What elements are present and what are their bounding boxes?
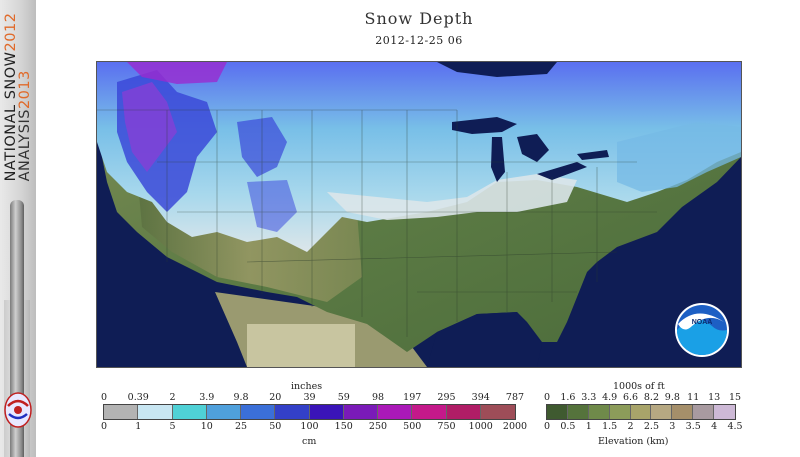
elev-swatch [651, 405, 673, 419]
elev-top-label: 9.8 [664, 392, 680, 403]
elev-bottom-label: 0.5 [560, 421, 576, 432]
elev-top-label: 13 [708, 392, 721, 403]
snow-bottom-label: 25 [234, 421, 248, 432]
snow-top-label: 39 [303, 392, 316, 403]
snow-top-label: 98 [371, 392, 385, 403]
noaa-logo-text: NOAA [692, 319, 713, 326]
snow-swatch [138, 405, 173, 419]
elev-top-label: 8.2 [643, 392, 659, 403]
chart-title: Snow Depth [364, 9, 474, 28]
elev-bottom-label: 2.5 [643, 421, 659, 432]
light-snow-patch [327, 174, 577, 220]
elev-bottom-label: 4 [711, 421, 718, 432]
snow-top-label: 0 [100, 392, 108, 403]
snow-top-label: 394 [471, 392, 490, 403]
snow-swatch [309, 405, 344, 419]
elev-top-label: 6.6 [622, 392, 639, 403]
banner-title: NATIONAL SNOW2012 ANALYSIS2013 [0, 0, 36, 195]
elev-swatch [588, 405, 610, 419]
snow-top-label: 9.8 [233, 392, 249, 403]
canada-purple [127, 62, 227, 84]
elev-legend-color-bar [546, 404, 736, 420]
snow-legend-units-bottom: cm [302, 436, 317, 447]
snow-top-label: 197 [403, 392, 422, 403]
elev-swatch [693, 405, 714, 419]
snow-bottom-label: 0 [100, 421, 108, 432]
state-borders [97, 109, 657, 337]
snow-bottom-label: 750 [437, 421, 456, 432]
deep-snow-colorado [247, 180, 297, 232]
elev-top-label: 1.6 [560, 392, 576, 403]
elev-bottom-label: 4.5 [727, 421, 743, 432]
lake-huron [517, 134, 549, 162]
snow-swatch [172, 405, 207, 419]
elev-bottom-label: 1 [585, 421, 592, 432]
elev-swatch [672, 405, 694, 419]
elev-legend-units-bottom: Elevation (km) [598, 436, 669, 447]
snow-swatch [206, 405, 241, 419]
lake-superior [452, 117, 517, 134]
elev-swatch [630, 405, 652, 419]
banner-line2-text: ANALYSIS [17, 109, 33, 182]
elev-bottom-label: 0 [543, 421, 551, 432]
snow-top-label: 295 [437, 392, 456, 403]
lake-erie [537, 162, 587, 180]
elev-top-label: 4.9 [602, 392, 618, 403]
elev-bottom-label: 3.5 [685, 421, 701, 432]
snow-top-label: 2 [169, 392, 176, 403]
snow-legend-color-bar [103, 404, 516, 420]
snow-top-label: 0.39 [127, 392, 149, 403]
snow-swatch [343, 405, 378, 419]
nohrsc-logo-icon [4, 392, 32, 428]
lake-michigan [491, 137, 505, 182]
snow-swatch [480, 405, 515, 419]
elev-top-label: 0 [543, 392, 551, 403]
elev-bottom-label: 3 [669, 421, 676, 432]
elev-top-label: 15 [728, 392, 742, 403]
snow-bottom-label: 1000 [468, 421, 493, 432]
elev-swatch [567, 405, 589, 419]
snow-swatch [378, 405, 413, 419]
snow-bottom-label: 1 [135, 421, 142, 432]
elev-swatch [714, 405, 735, 419]
snow-depth-map: NOAA [96, 61, 742, 368]
snow-top-label: 3.9 [199, 392, 215, 403]
snow-bottom-label: 250 [368, 421, 388, 432]
banner-line2-year: 2013 [17, 70, 33, 110]
elev-bottom-label: 2 [627, 421, 634, 432]
snow-swatch [104, 405, 139, 419]
mexico-gray-region [247, 324, 355, 367]
noaa-logo-icon [675, 303, 729, 357]
left-banner: NATIONAL SNOW2012 ANALYSIS2013 [0, 0, 36, 457]
snow-top-label: 20 [269, 392, 282, 403]
elev-bottom-label: 1.5 [602, 421, 618, 432]
snow-swatch [446, 405, 481, 419]
northeast-snow [617, 122, 741, 192]
lake-ontario [577, 150, 609, 160]
snow-top-label: 59 [337, 392, 350, 403]
snow-swatch [412, 405, 447, 419]
snow-bottom-label: 2000 [502, 421, 528, 432]
snow-bottom-label: 50 [269, 421, 282, 432]
hudson-bay-water [437, 62, 557, 77]
snow-swatch [241, 405, 276, 419]
elev-swatch [609, 405, 631, 419]
elev-swatch [547, 405, 568, 419]
snow-bottom-label: 5 [169, 421, 176, 432]
elev-top-label: 11 [687, 392, 700, 403]
elev-legend-units-top: 1000s of ft [613, 381, 665, 392]
snow-bottom-label: 150 [334, 421, 353, 432]
purple-snow-west [122, 82, 177, 172]
snow-legend-units-top: inches [291, 381, 323, 392]
gulf-coast-water [427, 312, 542, 367]
elev-top-label: 3.3 [581, 392, 597, 403]
snow-top-label: 787 [505, 392, 525, 403]
snow-bottom-label: 10 [200, 421, 213, 432]
timestamp: 2012-12-25 06 [375, 34, 463, 47]
snow-swatch [275, 405, 310, 419]
snow-bottom-label: 500 [403, 421, 422, 432]
snow-bottom-label: 100 [300, 421, 319, 432]
